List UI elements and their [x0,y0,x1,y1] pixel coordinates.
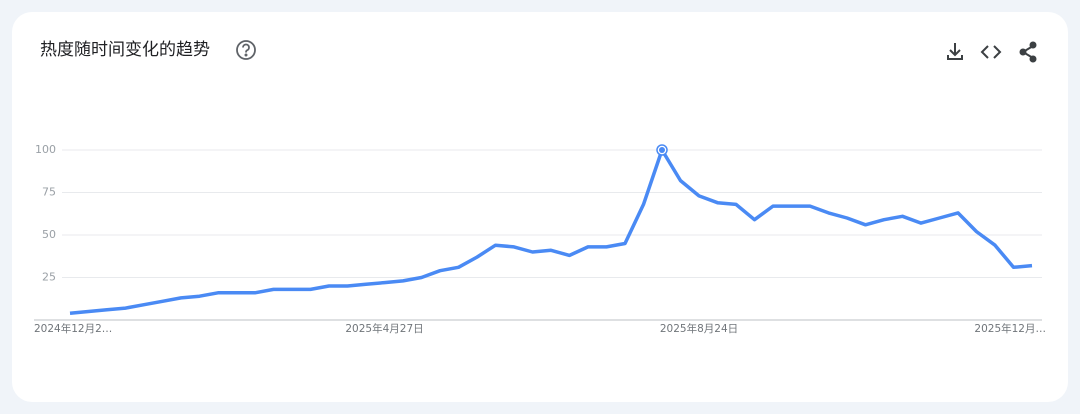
y-tick-label: 75 [42,186,56,199]
y-tick-label: 25 [42,271,56,284]
share-node [1029,55,1037,63]
share-icon[interactable] [1019,41,1037,63]
download-icon[interactable] [947,43,963,60]
y-tick-label: 100 [35,143,56,156]
share-node [1019,48,1027,56]
trend-line [69,148,1033,315]
x-tick-label: 2025年8月24日 [660,322,738,335]
y-tick-label: 50 [42,228,56,241]
card [12,12,1068,402]
download-glyph [947,43,963,60]
embed-glyph [980,45,1002,59]
help-icon[interactable] [236,40,256,60]
share-node [1029,41,1037,49]
help-dot [244,53,248,57]
x-tick-label: 2025年4月27日 [345,322,423,335]
x-tick-label: 2025年12月… [974,322,1046,335]
help-circle [236,40,256,60]
chart-title: 热度随时间变化的趋势 [40,40,210,60]
help-glyph [242,43,250,53]
x-tick-label: 2024年12月2… [34,322,112,335]
embed-icon[interactable] [980,45,1002,59]
hover-dot [659,147,665,153]
